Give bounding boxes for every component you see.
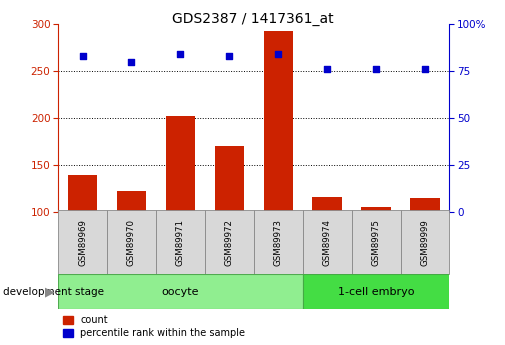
FancyBboxPatch shape — [156, 210, 205, 274]
Text: development stage: development stage — [3, 287, 104, 296]
Text: GSM89971: GSM89971 — [176, 219, 185, 266]
Point — [323, 67, 331, 72]
Point — [176, 51, 184, 57]
Bar — [264, 31, 293, 212]
Text: GSM89999: GSM89999 — [421, 219, 429, 266]
Bar — [215, 146, 244, 212]
Text: GSM89969: GSM89969 — [78, 219, 87, 266]
Bar — [58, 274, 302, 309]
Point — [78, 53, 86, 59]
Bar — [362, 207, 391, 212]
Point — [372, 67, 380, 72]
Bar — [313, 197, 342, 212]
Bar — [410, 198, 440, 212]
Legend: count, percentile rank within the sample: count, percentile rank within the sample — [63, 315, 245, 338]
Bar — [166, 116, 195, 212]
FancyBboxPatch shape — [302, 210, 351, 274]
FancyBboxPatch shape — [205, 210, 254, 274]
Text: 1-cell embryo: 1-cell embryo — [338, 287, 414, 296]
Text: GSM89970: GSM89970 — [127, 219, 136, 266]
Text: GSM89975: GSM89975 — [372, 219, 381, 266]
FancyBboxPatch shape — [400, 210, 449, 274]
FancyBboxPatch shape — [107, 210, 156, 274]
Text: GDS2387 / 1417361_at: GDS2387 / 1417361_at — [172, 12, 333, 26]
Bar — [117, 191, 146, 212]
Bar — [302, 274, 449, 309]
Text: GSM89972: GSM89972 — [225, 219, 234, 266]
Point — [127, 59, 135, 65]
FancyBboxPatch shape — [351, 210, 400, 274]
Point — [421, 67, 429, 72]
FancyBboxPatch shape — [254, 210, 302, 274]
FancyBboxPatch shape — [58, 210, 107, 274]
Point — [274, 51, 282, 57]
Text: GSM89974: GSM89974 — [323, 219, 332, 266]
Point — [225, 53, 233, 59]
Text: ▶: ▶ — [45, 285, 55, 298]
Text: GSM89973: GSM89973 — [274, 219, 283, 266]
Text: oocyte: oocyte — [162, 287, 199, 296]
Bar — [68, 175, 97, 212]
